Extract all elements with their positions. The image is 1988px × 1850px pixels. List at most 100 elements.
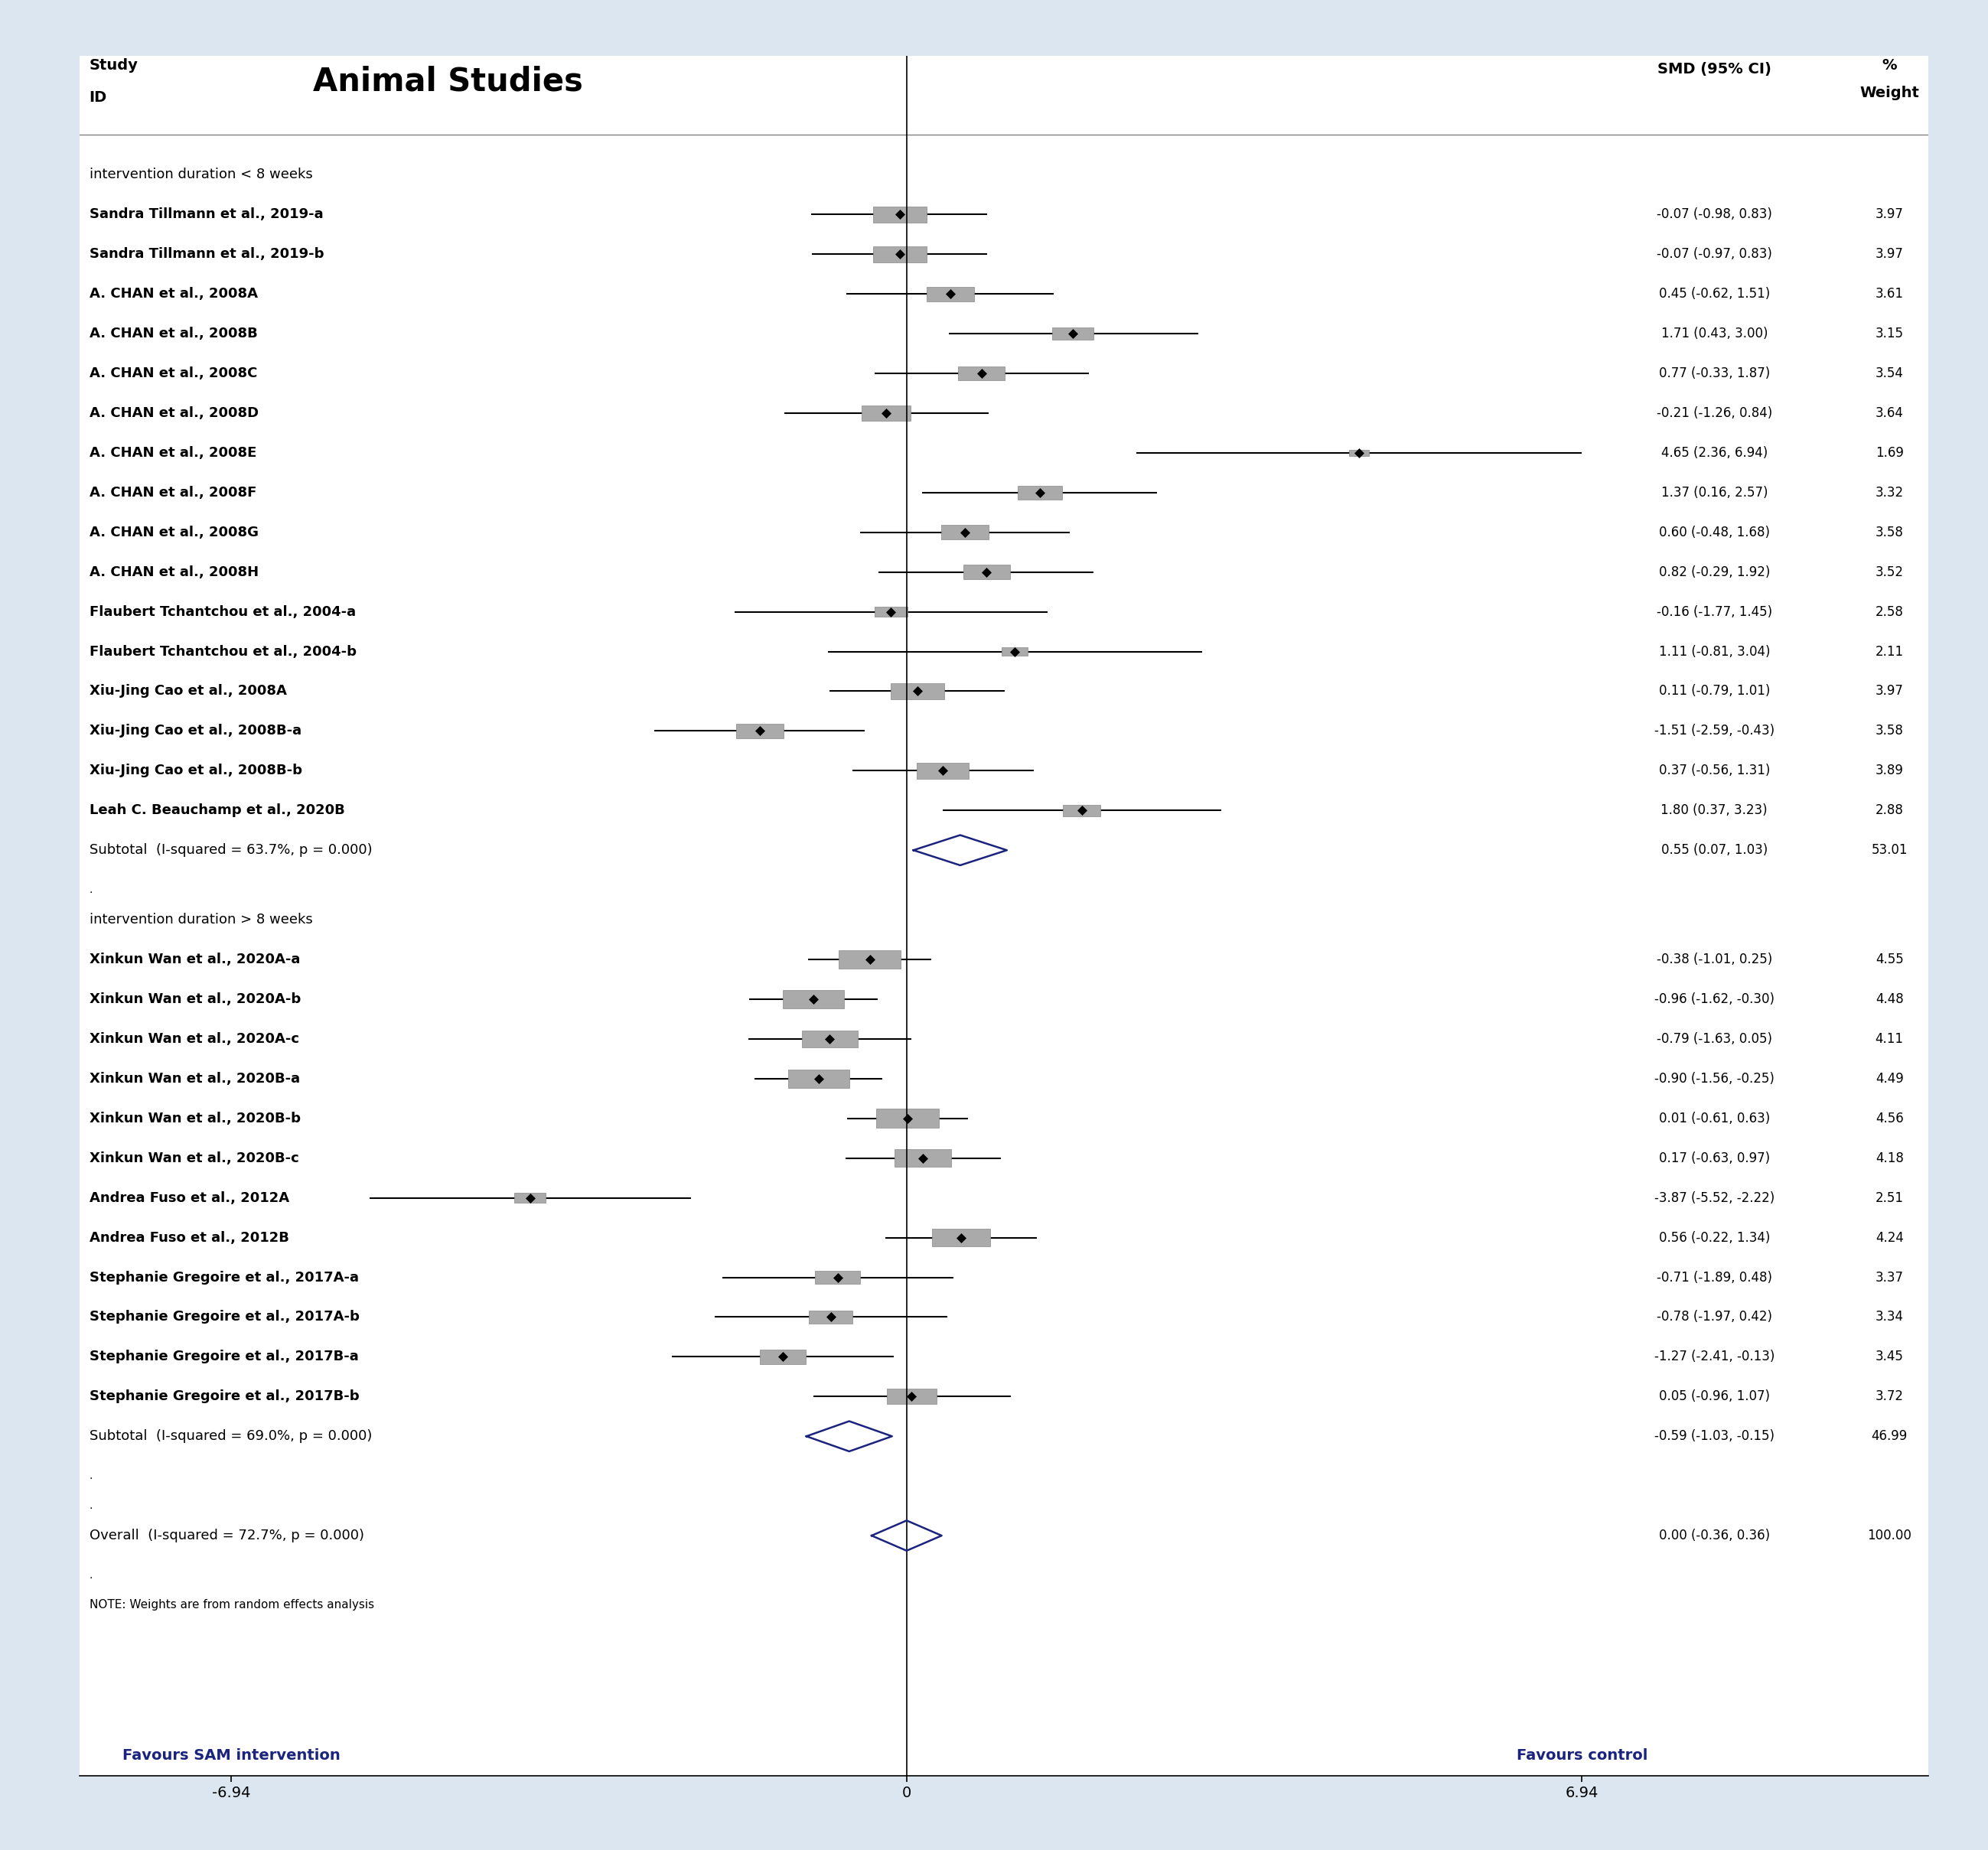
Text: 4.55: 4.55: [1875, 953, 1903, 966]
Text: 100.00: 100.00: [1867, 1528, 1912, 1543]
Text: -0.16 (-1.77, 1.45): -0.16 (-1.77, 1.45): [1656, 605, 1771, 618]
Text: 0.60 (-0.48, 1.68): 0.60 (-0.48, 1.68): [1658, 525, 1769, 538]
Text: 0.37 (-0.56, 1.31): 0.37 (-0.56, 1.31): [1658, 764, 1769, 777]
Text: 4.11: 4.11: [1875, 1032, 1905, 1045]
Bar: [809, 1310, 853, 1325]
Text: 1.37 (0.16, 2.57): 1.37 (0.16, 2.57): [1660, 487, 1767, 500]
Text: 1.69: 1.69: [1875, 446, 1905, 461]
Bar: [863, 405, 911, 420]
Text: Xinkun Wan et al., 2020B-a: Xinkun Wan et al., 2020B-a: [89, 1071, 300, 1086]
Bar: [1350, 450, 1370, 455]
Bar: [783, 990, 843, 1008]
Bar: [515, 1193, 547, 1202]
Text: A. CHAN et al., 2008F: A. CHAN et al., 2008F: [89, 487, 256, 500]
Bar: [736, 723, 783, 738]
Bar: [1018, 487, 1062, 500]
Text: .: .: [89, 884, 93, 895]
Text: 3.45: 3.45: [1875, 1350, 1905, 1363]
Text: -3.87 (-5.52, -2.22): -3.87 (-5.52, -2.22): [1654, 1191, 1775, 1204]
Text: 46.99: 46.99: [1871, 1430, 1908, 1443]
Text: 2.51: 2.51: [1875, 1191, 1905, 1204]
Bar: [801, 1030, 857, 1047]
Bar: [877, 1108, 938, 1128]
Text: 0.00 (-0.36, 0.36): 0.00 (-0.36, 0.36): [1658, 1528, 1769, 1543]
Text: 0.82 (-0.29, 1.92): 0.82 (-0.29, 1.92): [1658, 564, 1769, 579]
Text: -1.51 (-2.59, -0.43): -1.51 (-2.59, -0.43): [1654, 723, 1775, 738]
Bar: [932, 1228, 990, 1247]
Text: 3.15: 3.15: [1875, 327, 1905, 340]
Bar: [873, 205, 926, 222]
Text: Favours SAM intervention: Favours SAM intervention: [123, 1748, 340, 1763]
Text: 0.17 (-0.63, 0.97): 0.17 (-0.63, 0.97): [1658, 1151, 1769, 1166]
Text: 3.61: 3.61: [1875, 287, 1905, 302]
Text: Study: Study: [89, 57, 137, 72]
Text: A. CHAN et al., 2008D: A. CHAN et al., 2008D: [89, 407, 258, 420]
Text: 1.80 (0.37, 3.23): 1.80 (0.37, 3.23): [1660, 803, 1767, 818]
Text: 2.58: 2.58: [1875, 605, 1905, 618]
Text: Xinkun Wan et al., 2020A-b: Xinkun Wan et al., 2020A-b: [89, 992, 300, 1006]
Text: -0.71 (-1.89, 0.48): -0.71 (-1.89, 0.48): [1656, 1271, 1771, 1284]
Text: 0.77 (-0.33, 1.87): 0.77 (-0.33, 1.87): [1658, 366, 1769, 381]
Text: 4.56: 4.56: [1875, 1112, 1903, 1125]
Text: -0.79 (-1.63, 0.05): -0.79 (-1.63, 0.05): [1656, 1032, 1771, 1045]
Text: Weight: Weight: [1859, 85, 1918, 100]
Bar: [789, 1069, 849, 1088]
Text: -0.59 (-1.03, -0.15): -0.59 (-1.03, -0.15): [1654, 1430, 1775, 1443]
Text: -0.90 (-1.56, -0.25): -0.90 (-1.56, -0.25): [1654, 1071, 1775, 1086]
Text: Stephanie Gregoire et al., 2017A-a: Stephanie Gregoire et al., 2017A-a: [89, 1271, 358, 1284]
Text: Sandra Tillmann et al., 2019-a: Sandra Tillmann et al., 2019-a: [89, 207, 324, 222]
Text: A. CHAN et al., 2008A: A. CHAN et al., 2008A: [89, 287, 258, 302]
Text: 4.18: 4.18: [1875, 1151, 1905, 1166]
Text: 3.52: 3.52: [1875, 564, 1905, 579]
Text: 0.01 (-0.61, 0.63): 0.01 (-0.61, 0.63): [1658, 1112, 1769, 1125]
Text: Favours control: Favours control: [1517, 1748, 1648, 1763]
Text: 3.89: 3.89: [1875, 764, 1905, 777]
Bar: [895, 1149, 952, 1167]
Text: Andrea Fuso et al., 2012B: Andrea Fuso et al., 2012B: [89, 1230, 288, 1245]
Text: 2.88: 2.88: [1875, 803, 1905, 818]
Text: -0.78 (-1.97, 0.42): -0.78 (-1.97, 0.42): [1656, 1310, 1771, 1325]
Bar: [887, 1389, 936, 1404]
Text: Xinkun Wan et al., 2020A-a: Xinkun Wan et al., 2020A-a: [89, 953, 300, 966]
Text: Xiu-Jing Cao et al., 2008A: Xiu-Jing Cao et al., 2008A: [89, 684, 286, 697]
Text: %: %: [1883, 57, 1897, 72]
Text: Xinkun Wan et al., 2020B-b: Xinkun Wan et al., 2020B-b: [89, 1112, 300, 1125]
Text: 3.37: 3.37: [1875, 1271, 1905, 1284]
Bar: [873, 246, 926, 263]
Text: 0.56 (-0.22, 1.34): 0.56 (-0.22, 1.34): [1658, 1230, 1769, 1245]
Bar: [958, 366, 1006, 381]
Text: Stephanie Gregoire et al., 2017B-b: Stephanie Gregoire et al., 2017B-b: [89, 1389, 360, 1404]
Text: 0.11 (-0.79, 1.01): 0.11 (-0.79, 1.01): [1658, 684, 1769, 697]
Text: 1.11 (-0.81, 3.04): 1.11 (-0.81, 3.04): [1658, 644, 1769, 659]
Text: intervention duration > 8 weeks: intervention duration > 8 weeks: [89, 912, 312, 927]
Text: 3.58: 3.58: [1875, 723, 1905, 738]
Text: -0.07 (-0.97, 0.83): -0.07 (-0.97, 0.83): [1656, 248, 1771, 261]
Text: -0.38 (-1.01, 0.25): -0.38 (-1.01, 0.25): [1656, 953, 1771, 966]
Text: -0.21 (-1.26, 0.84): -0.21 (-1.26, 0.84): [1656, 407, 1771, 420]
Text: 4.49: 4.49: [1875, 1071, 1903, 1086]
Text: 3.72: 3.72: [1875, 1389, 1905, 1404]
Text: Flaubert Tchantchou et al., 2004-a: Flaubert Tchantchou et al., 2004-a: [89, 605, 356, 618]
Bar: [1052, 327, 1093, 340]
Text: 3.54: 3.54: [1875, 366, 1905, 381]
Text: Xiu-Jing Cao et al., 2008B-b: Xiu-Jing Cao et al., 2008B-b: [89, 764, 302, 777]
Text: ID: ID: [89, 91, 107, 104]
Text: Sandra Tillmann et al., 2019-b: Sandra Tillmann et al., 2019-b: [89, 248, 324, 261]
Text: Stephanie Gregoire et al., 2017B-a: Stephanie Gregoire et al., 2017B-a: [89, 1350, 358, 1363]
Text: Animal Studies: Animal Studies: [312, 65, 582, 98]
Text: -1.27 (-2.41, -0.13): -1.27 (-2.41, -0.13): [1654, 1350, 1775, 1363]
Bar: [1002, 648, 1028, 655]
Text: 1.71 (0.43, 3.00): 1.71 (0.43, 3.00): [1660, 327, 1767, 340]
Text: NOTE: Weights are from random effects analysis: NOTE: Weights are from random effects an…: [89, 1600, 374, 1611]
Text: Xinkun Wan et al., 2020A-c: Xinkun Wan et al., 2020A-c: [89, 1032, 298, 1045]
Text: 3.32: 3.32: [1875, 487, 1905, 500]
Bar: [759, 1350, 805, 1363]
Text: Overall  (I-squared = 72.7%, p = 0.000): Overall (I-squared = 72.7%, p = 0.000): [89, 1528, 364, 1543]
Text: -0.07 (-0.98, 0.83): -0.07 (-0.98, 0.83): [1656, 207, 1771, 222]
Text: Xiu-Jing Cao et al., 2008B-a: Xiu-Jing Cao et al., 2008B-a: [89, 723, 302, 738]
Text: A. CHAN et al., 2008E: A. CHAN et al., 2008E: [89, 446, 256, 461]
Bar: [962, 564, 1010, 579]
Text: Flaubert Tchantchou et al., 2004-b: Flaubert Tchantchou et al., 2004-b: [89, 644, 356, 659]
Text: Leah C. Beauchamp et al., 2020B: Leah C. Beauchamp et al., 2020B: [89, 803, 344, 818]
Text: 53.01: 53.01: [1871, 844, 1908, 857]
